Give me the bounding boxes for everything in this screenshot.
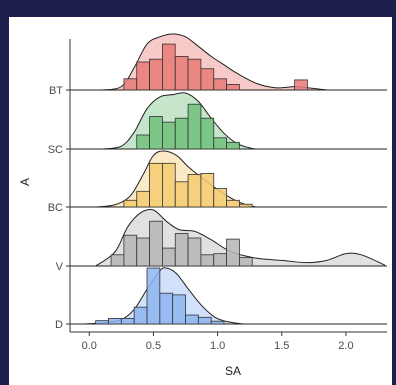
hist-bar-d-4 [146, 267, 161, 325]
y-axis-title: A [18, 178, 32, 186]
histogram-d [95, 267, 225, 325]
hist-bar-d-0 [95, 320, 109, 325]
hist-bar-sc-6 [213, 137, 227, 150]
hist-bar-bc-8 [226, 199, 240, 208]
ridges-layer [70, 33, 387, 325]
hist-bar-d-5 [159, 292, 174, 325]
hist-bar-bt-2 [149, 58, 163, 91]
hist-bar-v-1 [123, 234, 138, 267]
x-tick-label-0: 0.0 [82, 340, 97, 352]
y-ticks: D V BC SC BT [48, 85, 70, 331]
y-tick-label-bt: BT [49, 85, 63, 97]
histogram-sc [136, 103, 240, 150]
hist-bar-v-10 [239, 257, 253, 267]
x-tick-label-2: 1.0 [210, 340, 225, 352]
hist-bar-v-5 [174, 233, 189, 267]
hist-bar-sc-7 [226, 141, 240, 150]
x-tick-label-3: 1.5 [274, 340, 289, 352]
hist-bar-v-8 [213, 253, 227, 267]
histogram-v [110, 220, 253, 267]
hist-bar-bc-5 [187, 174, 202, 208]
chart-frame: 0.0 0.5 1.0 1.5 2.0 D V BC SC BT SA A [9, 17, 392, 385]
hist-bar-sc-1 [149, 116, 163, 150]
hist-bar-v-7 [200, 254, 215, 267]
hist-bar-sc-0 [136, 134, 150, 150]
x-axis-title: SA [225, 364, 241, 378]
hist-bar-bc-3 [162, 162, 176, 208]
hist-bar-v-6 [187, 237, 202, 267]
x-tick-label-4: 2.0 [338, 340, 353, 352]
hist-bar-d-2 [120, 317, 135, 325]
hist-bar-bt-1 [136, 61, 150, 91]
hist-extra-bar-bt-0 [294, 79, 308, 91]
hist-bar-d-1 [108, 317, 122, 325]
hist-bar-sc-2 [162, 121, 176, 150]
x-ticks: 0.0 0.5 1.0 1.5 2.0 [82, 332, 354, 352]
hist-bar-bt-5 [187, 58, 202, 91]
hist-bar-bt-8 [226, 84, 240, 91]
hist-bar-v-2 [136, 237, 150, 267]
hist-bar-v-4 [162, 247, 176, 267]
hist-bar-bc-0 [123, 199, 138, 208]
ridge-bt [70, 33, 387, 91]
hist-bar-d-7 [185, 314, 199, 325]
hist-bar-d-9 [210, 320, 225, 325]
hist-bar-sc-4 [187, 103, 202, 150]
hist-bar-v-3 [149, 220, 163, 267]
y-tick-label-bc: BC [48, 202, 63, 214]
y-tick-label-d: D [55, 319, 63, 331]
histogram-bc [123, 162, 253, 208]
ridge-d [70, 267, 387, 325]
hist-bar-bt-3 [162, 43, 176, 91]
hist-bar-bt-6 [200, 68, 215, 91]
x-tick-label-1: 0.5 [146, 340, 161, 352]
hist-bar-bt-4 [174, 56, 189, 91]
hist-bar-v-9 [226, 238, 240, 267]
ridgeline-chart: 0.0 0.5 1.0 1.5 2.0 D V BC SC BT SA A [18, 33, 387, 378]
hist-bar-bc-1 [136, 190, 150, 208]
hist-bar-bc-4 [174, 181, 189, 208]
hist-bar-d-8 [197, 316, 212, 325]
hist-bar-bt-7 [213, 78, 227, 91]
ridge-sc [70, 92, 387, 150]
y-tick-label-v: V [56, 261, 64, 273]
hist-bar-v-0 [110, 254, 125, 267]
y-tick-label-sc: SC [48, 144, 63, 156]
hist-bar-bc-2 [149, 162, 163, 208]
hist-bar-sc-5 [200, 117, 215, 150]
ridge-bc [70, 150, 387, 208]
axes-layer: 0.0 0.5 1.0 1.5 2.0 D V BC SC BT SA A [18, 39, 387, 378]
hist-bar-bc-6 [200, 172, 215, 208]
hist-bar-d-6 [172, 294, 186, 325]
hist-bar-bc-7 [213, 188, 227, 208]
hist-bar-bc-9 [239, 203, 253, 208]
ridge-v [70, 208, 387, 267]
hist-bar-sc-3 [174, 117, 189, 150]
histogram-bt [123, 43, 308, 91]
hist-bar-d-3 [133, 306, 148, 325]
hist-bar-bt-0 [123, 78, 138, 91]
